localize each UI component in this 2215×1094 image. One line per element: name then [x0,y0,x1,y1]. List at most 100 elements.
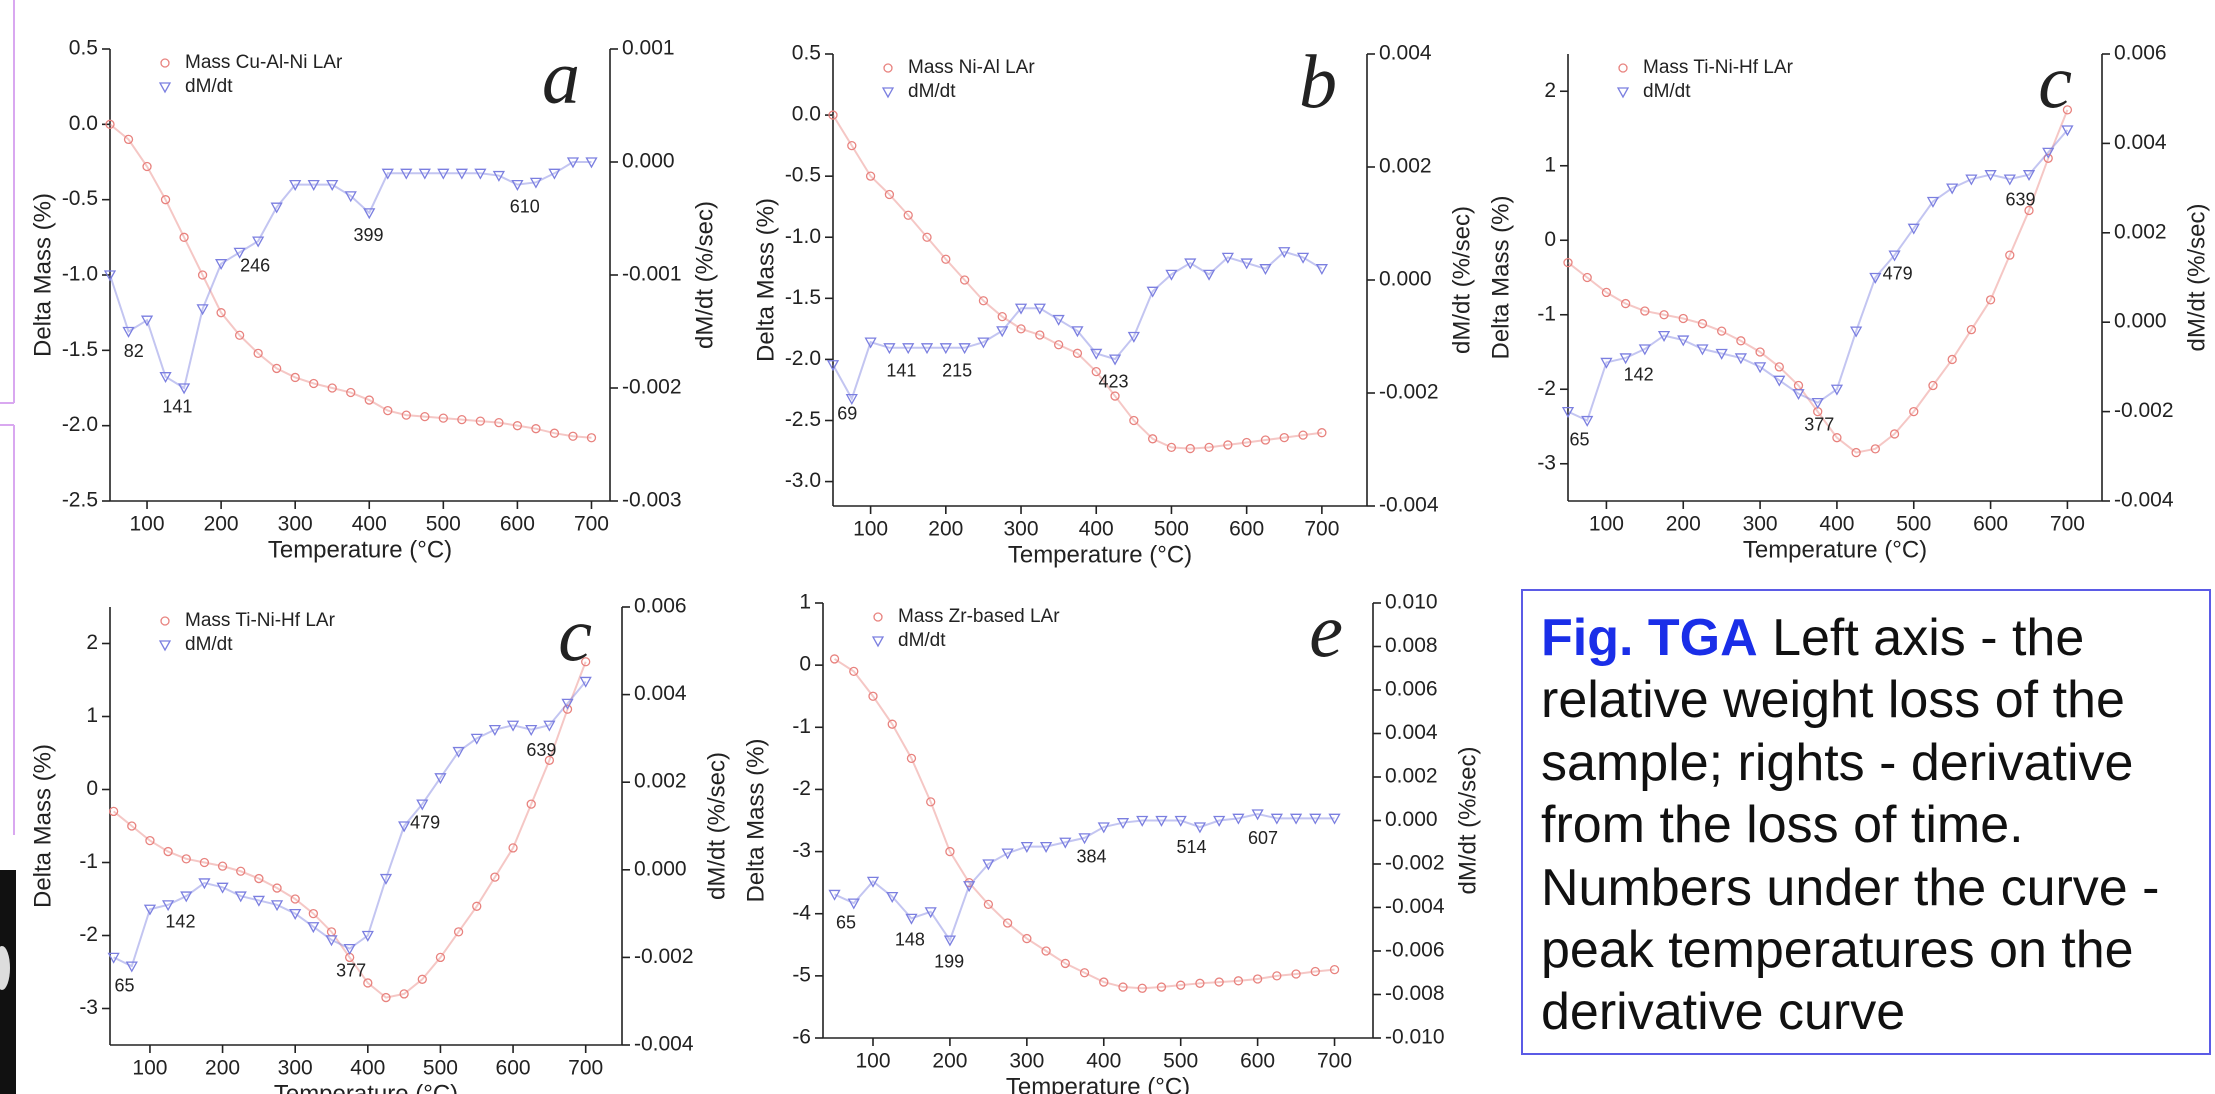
data-point [1259,264,1272,276]
x-tick-label: 300 [278,513,313,536]
y-tick-label: -2.0 [785,347,821,370]
data-point [1296,252,1310,264]
x-tick-label: 300 [1743,513,1778,536]
data-point [1601,287,1612,298]
data-point [1041,946,1051,956]
data-point [289,908,302,920]
data-point [1129,415,1139,426]
peak-label: 639 [2006,189,2036,209]
data-point [2003,174,2016,186]
data-point [1016,324,1026,334]
data-point [943,935,957,947]
data-point [309,378,319,389]
x-tick-label: 500 [423,1057,458,1080]
data-point [849,666,859,677]
y-tick-label: 1 [1544,153,1556,176]
y2-tick-label: 0.002 [634,770,687,793]
data-point [1965,174,1978,186]
y2-tick-label: -0.004 [1379,494,1439,517]
data-point [1315,264,1328,276]
y-tick-label: 2 [1544,79,1556,102]
data-point [488,724,502,736]
data-point [1020,841,1033,853]
y-tick-label: -3 [1537,451,1556,474]
legend-marker [873,612,883,622]
data-point [435,952,446,963]
x-tick-label: 100 [855,1050,890,1073]
data-point [886,891,899,903]
legend-marker [1618,63,1628,73]
data-point [492,170,505,182]
data-point [123,134,134,145]
x-axis-label: Temperature (°C) [274,1080,458,1094]
data-point [1659,310,1669,320]
y2-tick-label: 0.004 [634,682,687,705]
y2-tick-label: 0.006 [634,595,687,618]
y-tick-label: -1.0 [62,263,98,286]
data-point [103,270,117,282]
data-point [883,343,896,355]
data-point [1202,269,1216,281]
data-point [272,883,282,893]
legend-label: dM/dt [185,634,233,655]
data-point [474,168,487,180]
peak-label: 65 [115,975,135,995]
panel-letter: a [542,35,580,119]
data-point [2024,205,2034,216]
data-point [437,168,450,180]
data-point [1116,818,1130,830]
data-point [826,360,840,372]
legend-marker [883,63,893,73]
y-axis-label: Delta Mass (%) [752,198,779,362]
y-tick-label: 1 [799,591,811,614]
data-point [526,799,536,809]
data-point [1926,196,1940,208]
panel-letter: c [2038,40,2072,124]
data-point [1099,977,1109,987]
peak-label: 479 [410,813,440,833]
data-point [1850,326,1863,338]
data-point [122,326,135,338]
data-point [452,746,465,758]
data-point [585,157,598,169]
data-point [1792,389,1805,401]
data-point [198,878,211,890]
data-point [416,799,429,811]
x-tick-label: 600 [496,1057,531,1080]
caption-label: Fig. TGA [1541,609,1758,667]
data-point [475,416,486,426]
data-point [434,773,447,785]
data-point [939,343,952,355]
data-point [1260,435,1271,445]
data-point [1213,815,1226,827]
y2-tick-label: 0.001 [622,37,675,60]
data-point [361,930,374,942]
data-point [2042,147,2055,159]
data-point [177,383,191,395]
data-point [398,821,411,833]
data-point [1272,971,1282,981]
peak-label: 148 [895,929,925,949]
data-point [845,393,858,405]
legend-label: Mass Zr-based LAr [898,606,1060,627]
legend-marker [158,640,172,652]
legend-label: Mass Ti-Ni-Hf LAr [1643,57,1794,78]
peak-label: 514 [1176,837,1206,857]
legend-label: dM/dt [1643,81,1691,102]
peak-label: 141 [886,361,916,381]
data-point [143,904,157,916]
data-point [1869,272,1882,284]
data-point [1889,429,1900,439]
y-tick-label: -3 [79,996,98,1019]
y2-tick-label: -0.002 [2114,399,2174,422]
data-point [455,168,468,180]
data-point [197,270,208,280]
data-point [233,247,246,259]
data-point [1204,442,1214,453]
data-point [1734,353,1747,365]
data-point [887,719,897,729]
y-tick-label: -5 [792,963,811,986]
data-point [1071,326,1084,338]
x-tick-label: 400 [1079,518,1114,541]
